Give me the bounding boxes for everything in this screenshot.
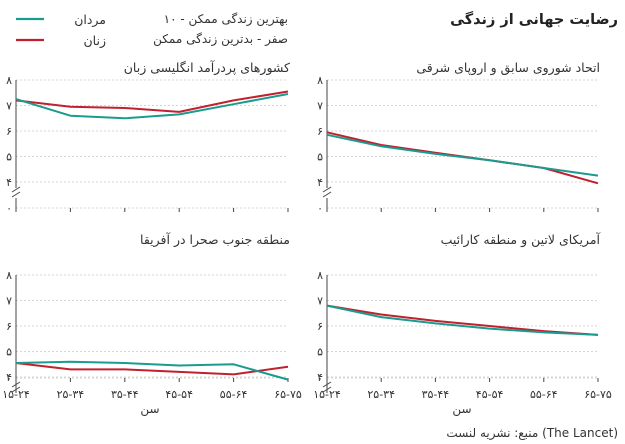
x-tick-label: ۳۵-۴۴: [422, 388, 450, 401]
x-tick-label: ۲۵-۳۴: [57, 388, 85, 401]
y-tick-label: ۷: [317, 295, 323, 308]
panel-2: کشورهای پردرآمد انگلیسی زبان ۸ ۷ ۶ ۵ ۴ ۰: [6, 60, 290, 215]
x-axis-left: ۱۵-۲۴ ۲۵-۳۴ ۳۵-۴۴ ۴۵-۵۴ ۵۵-۶۴ ۶۵-۷۵: [2, 388, 302, 401]
legend-scale-best: ۱۰ - بهترین زندگی ممکن: [164, 12, 288, 27]
x-tick-label: ۴۵-۵۴: [165, 388, 193, 401]
axis-break-icon: [11, 381, 21, 393]
x-tick-label: ۴۵-۵۴: [476, 388, 504, 401]
y-tick-label: ۴: [317, 176, 323, 189]
y-tick-label: ۵: [317, 346, 323, 359]
panel-title: آمریکای لاتین و منطقه کارائیب: [441, 232, 601, 248]
series-line-men: [15, 93, 289, 120]
panel-title: منطقه جنوب صحرا در آفریقا: [140, 232, 290, 248]
source-note: منبع: نشریه لنست (The Lancet): [446, 426, 618, 441]
y-tick-label: ۴: [6, 371, 12, 384]
y-tick-label: ۷: [317, 100, 323, 113]
x-tick-label: ۱۵-۲۴: [2, 388, 30, 401]
panel-3: آمریکای لاتین و منطقه کارائیب ۸ ۷ ۶ ۵ ۴۰: [317, 232, 601, 393]
y-tick-label: ۸: [317, 74, 323, 87]
legend: مردان زنان ۱۰ - بهترین زندگی ممکن صفر - …: [16, 12, 288, 49]
y-tick-label: ۶: [6, 125, 12, 138]
y-tick-label: ۰: [317, 372, 323, 385]
x-tick-label: ۱۵-۲۴: [313, 388, 341, 401]
legend-men-label: مردان: [74, 12, 106, 28]
axis-break-icon: [322, 381, 332, 393]
y-tick-label: ۷: [6, 295, 12, 308]
x-tick-label: ۲۵-۳۴: [367, 388, 395, 401]
x-tick-label: ۵۵-۶۴: [530, 388, 558, 401]
y-tick-label: ۸: [317, 269, 323, 282]
y-tick-label: ۵: [6, 346, 12, 359]
x-tick-label: ۶۵-۷۵: [584, 388, 612, 401]
series-line-women: [15, 90, 289, 113]
x-tick-label: ۶۵-۷۵: [274, 388, 302, 401]
y-tick-label: ۷: [6, 100, 12, 113]
y-tick-label: ۸: [6, 74, 12, 87]
panels: اتحاد شوروی سابق و اروپای شرقی۸۷۶۵۴۰کشور…: [6, 60, 601, 393]
x-axis-title-left: سن: [140, 402, 159, 417]
legend-scale-worst: صفر - بدترین زندگی ممکن: [153, 32, 288, 47]
y-tick-label: ۰: [6, 202, 12, 215]
y-tick-label: ۰: [317, 202, 323, 215]
panel-1: اتحاد شوروی سابق و اروپای شرقی ۸ ۷ ۶ ۵ ۴ ۰: [317, 60, 600, 215]
series-line-men: [15, 360, 289, 381]
chart-title: رضایت جهانی از زندگی: [450, 10, 618, 28]
panel-title: اتحاد شوروی سابق و اروپای شرقی: [416, 60, 600, 76]
series-line-men: [326, 133, 599, 177]
panel-4: منطقه جنوب صحرا در آفریقا ۸ ۷ ۶ ۵ ۴۰: [6, 232, 290, 393]
x-tick-label: ۳۵-۴۴: [111, 388, 139, 401]
legend-women-label: زنان: [83, 33, 106, 49]
series-line-women: [326, 304, 599, 336]
y-tick-label: ۶: [6, 320, 12, 333]
axis-break-icon: [11, 186, 21, 198]
series-line-women: [15, 362, 289, 376]
x-axis-right: ۱۵-۲۴ ۲۵-۳۴ ۳۵-۴۴ ۴۵-۵۴ ۵۵-۶۴ ۶۵-۷۵: [313, 388, 612, 401]
y-tick-label: ۵: [6, 151, 12, 164]
axis-break-icon: [322, 186, 332, 198]
panel-title: کشورهای پردرآمد انگلیسی زبان: [124, 60, 290, 76]
series-line-men: [326, 304, 599, 336]
x-tick-label: ۵۵-۶۴: [220, 388, 248, 401]
y-tick-label: ۶: [317, 320, 323, 333]
x-axis-title-right: سن: [452, 402, 471, 417]
y-tick-label: ۴: [6, 176, 12, 189]
y-tick-label: ۶: [317, 125, 323, 138]
y-tick-label: ۴: [317, 371, 323, 384]
y-tick-label: ۸: [6, 269, 12, 282]
y-tick-label: ۰: [6, 372, 12, 385]
y-tick-label: ۵: [317, 151, 323, 164]
